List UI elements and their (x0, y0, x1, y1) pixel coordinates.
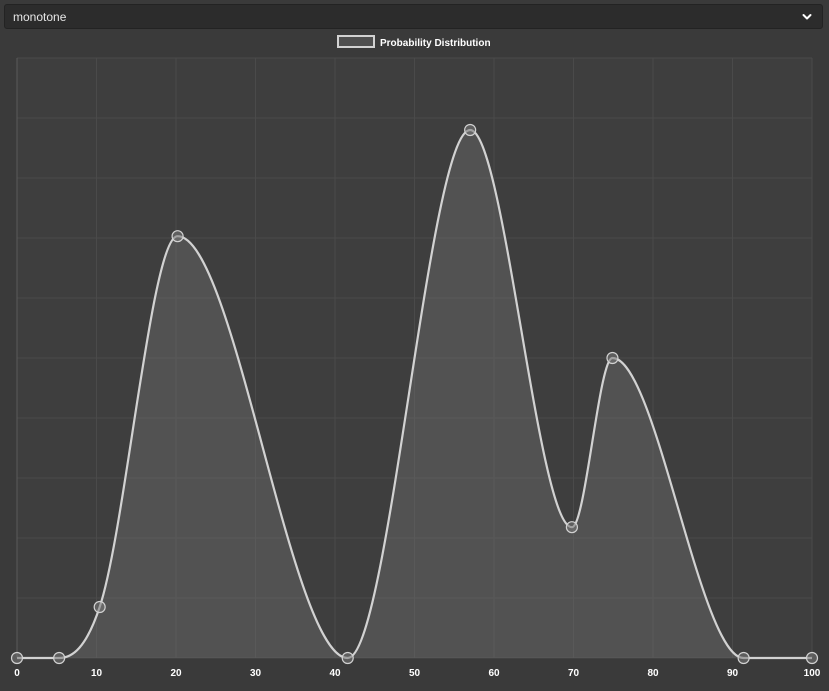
x-tick-label: 40 (329, 668, 341, 679)
data-points (10, 123, 819, 665)
x-tick-label: 50 (409, 668, 421, 679)
chevron-down-icon (802, 14, 812, 20)
grid (16, 57, 813, 659)
legend: Probability Distribution (337, 35, 491, 49)
data-point[interactable] (93, 600, 106, 614)
interpolation-select-value: monotone (13, 10, 67, 24)
data-point[interactable] (805, 651, 819, 665)
x-tick-label: 90 (727, 668, 739, 679)
data-point[interactable] (565, 521, 579, 534)
series-line (17, 128, 812, 660)
x-tick-label: 20 (170, 668, 182, 679)
x-tick-label: 30 (250, 668, 262, 679)
x-tick-label: 60 (488, 668, 500, 679)
x-tick-label: 70 (568, 668, 580, 679)
x-tick-label: 80 (647, 668, 659, 679)
x-axis-ticks: 0 10 20 30 40 50 60 70 80 90 100 (14, 668, 821, 679)
data-point[interactable] (10, 651, 24, 665)
legend-swatch[interactable] (337, 35, 375, 48)
legend-label: Probability Distribution (380, 38, 491, 49)
data-point[interactable] (341, 651, 354, 665)
data-point[interactable] (171, 230, 184, 243)
chart-area: Probability Distribution 0 10 20 30 40 50 60 70… (0, 30, 829, 686)
data-point[interactable] (737, 651, 750, 665)
data-point[interactable] (53, 651, 66, 665)
x-tick-label: 0 (14, 668, 20, 679)
probability-chart: Probability Distribution 0 10 20 30 40 50 60 70… (10, 35, 821, 679)
data-point[interactable] (606, 351, 619, 365)
x-tick-label: 10 (91, 668, 103, 679)
data-point[interactable] (464, 123, 477, 137)
x-tick-label: 100 (804, 668, 821, 679)
area-fill (17, 130, 812, 658)
interpolation-select[interactable]: monotone (4, 4, 823, 29)
